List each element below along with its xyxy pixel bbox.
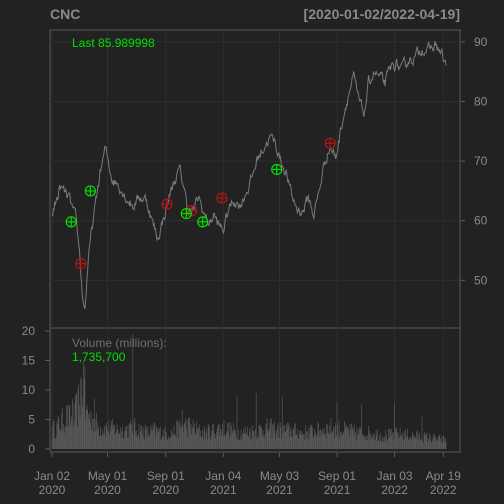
chart-title: CNC (50, 6, 80, 22)
volume-label: Volume (millions): (72, 336, 167, 350)
volume-axis: 0 5 10 15 20 (22, 324, 50, 456)
volume-tick-label-1: 5 (28, 413, 35, 427)
time-tick-year-6: 2022 (381, 483, 408, 497)
price-tick-label-1: 60 (474, 214, 488, 228)
price-line-group (51, 40, 447, 310)
time-tick-label-5: Sep 01 (318, 469, 356, 483)
price-tick-label-2: 70 (474, 154, 488, 168)
time-tick-year-0: 2020 (39, 483, 66, 497)
volume-last-value: 1,735,700 (72, 350, 126, 364)
time-tick-year-3: 2021 (210, 483, 237, 497)
time-tick-label-1: May 01 (88, 469, 128, 483)
volume-bars (51, 333, 447, 449)
time-tick-label-4: May 03 (260, 469, 300, 483)
price-axis: 50 60 70 80 90 (460, 35, 488, 287)
volume-tick-label-0: 0 (28, 442, 35, 456)
time-tick-year-4: 2021 (266, 483, 293, 497)
time-tick-year-7: 2022 (430, 483, 457, 497)
price-tick-label-3: 80 (474, 95, 488, 109)
time-tick-year-2: 2020 (152, 483, 179, 497)
signal-markers (65, 137, 336, 270)
date-range: [2020-01-02/2022-04-19] (304, 6, 460, 22)
time-tick-year-1: 2020 (94, 483, 121, 497)
time-tick-label-2: Sep 01 (147, 469, 185, 483)
price-tick-label-0: 50 (474, 273, 488, 287)
time-tick-label-3: Jan 04 (205, 469, 241, 483)
volume-tick-label-2: 10 (22, 383, 36, 397)
last-price-label: Last 85.989998 (72, 36, 155, 50)
price-line (51, 40, 447, 310)
grid-lines (50, 30, 460, 452)
volume-tick-label-4: 20 (22, 324, 36, 338)
volume-tick-label-3: 15 (22, 354, 36, 368)
price-tick-label-4: 90 (474, 35, 488, 49)
time-tick-label-7: Apr 19 (426, 469, 462, 483)
time-tick-year-5: 2021 (324, 483, 351, 497)
time-tick-label-6: Jan 03 (377, 469, 413, 483)
time-tick-label-0: Jan 02 (34, 469, 70, 483)
